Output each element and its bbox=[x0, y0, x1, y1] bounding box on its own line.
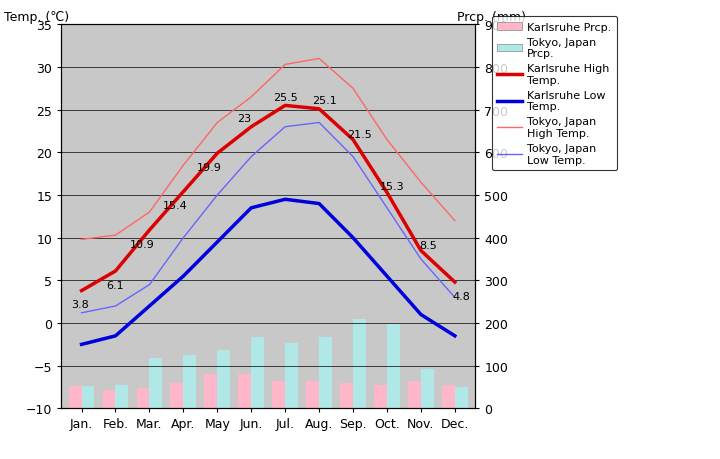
Bar bbox=[387, 325, 400, 409]
Text: 15.4: 15.4 bbox=[163, 201, 187, 211]
Text: 3.8: 3.8 bbox=[71, 300, 89, 309]
Bar bbox=[184, 355, 197, 409]
Text: Prcp. (mm): Prcp. (mm) bbox=[457, 11, 526, 24]
Bar bbox=[238, 375, 251, 409]
Text: 8.5: 8.5 bbox=[419, 240, 436, 250]
Text: Temp. (℃): Temp. (℃) bbox=[4, 11, 68, 24]
Bar bbox=[408, 381, 421, 409]
Bar bbox=[455, 387, 468, 409]
Bar bbox=[285, 343, 298, 409]
Bar bbox=[251, 337, 264, 409]
Text: 25.5: 25.5 bbox=[273, 93, 297, 103]
Bar bbox=[68, 386, 81, 409]
Bar bbox=[204, 375, 217, 409]
Bar bbox=[272, 381, 285, 409]
Text: 23: 23 bbox=[238, 114, 251, 124]
Text: 10.9: 10.9 bbox=[130, 239, 155, 249]
Text: 19.9: 19.9 bbox=[197, 162, 221, 173]
Text: 25.1: 25.1 bbox=[312, 96, 336, 106]
Text: 4.8: 4.8 bbox=[453, 291, 471, 301]
Bar bbox=[217, 350, 230, 409]
Bar bbox=[340, 383, 353, 409]
Text: 21.5: 21.5 bbox=[348, 129, 372, 139]
Bar bbox=[306, 381, 319, 409]
Bar bbox=[442, 385, 455, 409]
Text: 6.1: 6.1 bbox=[107, 280, 125, 290]
Legend: Karlsruhe Prcp., Tokyo, Japan
Prcp., Karlsruhe High
Temp., Karlsruhe Low
Temp., : Karlsruhe Prcp., Tokyo, Japan Prcp., Kar… bbox=[492, 17, 617, 171]
Bar bbox=[137, 388, 150, 409]
Bar bbox=[421, 369, 433, 409]
Bar bbox=[103, 390, 115, 409]
Bar bbox=[171, 383, 184, 409]
Bar bbox=[115, 385, 128, 409]
Bar bbox=[353, 319, 366, 409]
Bar bbox=[81, 386, 94, 409]
Text: 15.3: 15.3 bbox=[379, 182, 405, 192]
Bar bbox=[150, 358, 162, 409]
Bar bbox=[319, 337, 332, 409]
Bar bbox=[374, 385, 387, 409]
